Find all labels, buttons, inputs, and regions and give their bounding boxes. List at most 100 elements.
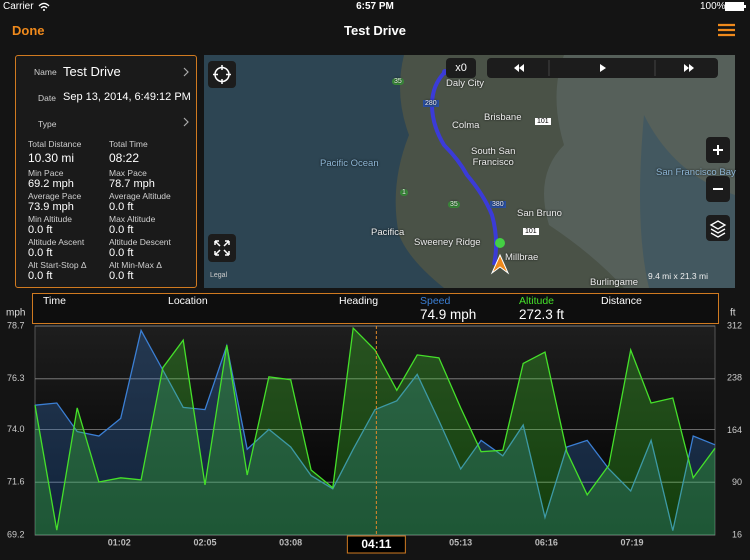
- altitude-label: Altitude: [519, 295, 555, 307]
- battery-level: 100%: [700, 1, 726, 12]
- map-scale: 9.4 mi x 21.3 mi: [648, 271, 708, 281]
- x-tick-label: 06:16: [535, 537, 558, 547]
- location-label: Location: [168, 295, 208, 307]
- distance-label: Distance: [601, 295, 642, 307]
- x-tick-label: 01:02: [108, 537, 131, 547]
- details-panel: [15, 55, 197, 288]
- map-place: Sweeney Ridge: [414, 237, 481, 248]
- map-place: South San Francisco: [471, 146, 516, 168]
- y2-tick-label: 238: [727, 373, 742, 383]
- road-shield: 380: [490, 201, 506, 208]
- readout-bar: [32, 293, 719, 324]
- y2-tick-label: 312: [727, 320, 742, 330]
- stat-label: Max Altitude: [109, 214, 156, 224]
- expand-button[interactable]: [208, 234, 236, 262]
- stat-label: Max Pace: [109, 168, 147, 178]
- date-label: Date: [38, 93, 56, 103]
- time-label: Time: [43, 295, 66, 307]
- layers-button[interactable]: [706, 215, 730, 241]
- date-value: Sep 13, 2014, 6:49:12 PM: [63, 91, 191, 103]
- map-place: Daly City: [446, 78, 485, 89]
- map-place: Brisbane: [484, 112, 522, 123]
- heading-label: Heading: [339, 295, 379, 307]
- type-label: Type: [38, 119, 57, 129]
- road-shield: 35: [448, 201, 460, 208]
- y-tick-label: 76.3: [7, 373, 25, 383]
- road-shield: 280: [423, 100, 439, 107]
- y-tick-label: 74.0: [7, 424, 25, 434]
- y2-tick-label: 90: [732, 477, 742, 487]
- speed-readout: 74.9 mph: [420, 307, 477, 322]
- map-place: Colma: [452, 120, 480, 131]
- x-tick-label: 02:05: [193, 537, 216, 547]
- name-label: Name: [34, 67, 57, 77]
- stat-value: 0.0 ft: [109, 247, 134, 259]
- road-shield: 1: [400, 189, 408, 196]
- stat-value: 0.0 ft: [109, 201, 134, 213]
- zoom-out[interactable]: [706, 176, 730, 202]
- name-value[interactable]: Test Drive: [63, 64, 121, 79]
- done-button[interactable]: Done: [12, 23, 45, 38]
- stat-value: 08:22: [109, 151, 140, 165]
- stat-value: 0.0 ft: [109, 224, 134, 236]
- stat-label: Alt Start-Stop Δ: [28, 260, 87, 270]
- stat-value: 10.30 mi: [28, 151, 75, 165]
- stat-label: Average Altitude: [109, 191, 171, 201]
- locate-button[interactable]: [208, 61, 236, 88]
- x-tick-label: 03:08: [279, 537, 302, 547]
- speed-label: Speed: [420, 295, 451, 307]
- legal-link[interactable]: Legal: [210, 272, 228, 279]
- x-tick-label: 07:19: [621, 537, 644, 547]
- road-shield: 101: [523, 228, 539, 235]
- y-tick-label: 69.2: [7, 529, 25, 539]
- stat-value: 0.0 ft: [28, 247, 53, 259]
- series-line: [34, 326, 716, 531]
- stat-label: Altitude Descent: [109, 237, 171, 247]
- wifi-icon: [38, 2, 50, 11]
- road-shield: 101: [535, 118, 551, 125]
- series-area: [35, 328, 715, 535]
- map-place: Pacifica: [371, 227, 405, 238]
- stat-label: Altitude Ascent: [28, 237, 85, 247]
- stat-label: Total Distance: [28, 139, 82, 149]
- map-place: Millbrae: [505, 252, 539, 263]
- stat-value: 0.0 ft: [28, 270, 53, 282]
- y2-tick-label: 16: [732, 529, 742, 539]
- map-place: Burlingame: [590, 277, 639, 288]
- playback-controls[interactable]: [487, 58, 718, 78]
- road-shield: 35: [392, 78, 404, 85]
- y-tick-label: 78.7: [7, 320, 25, 330]
- stat-value: 73.9 mph: [28, 201, 74, 213]
- stat-label: Min Pace: [28, 168, 64, 178]
- nav-title: Test Drive: [344, 23, 406, 38]
- y-tick-label: 71.6: [7, 477, 25, 487]
- stat-value: 69.2 mph: [28, 178, 74, 190]
- stat-value: 0.0 ft: [109, 270, 134, 282]
- zoom-in[interactable]: [706, 137, 730, 163]
- altitude-readout: 272.3 ft: [519, 307, 565, 322]
- stat-label: Average Pace: [28, 191, 82, 201]
- menu-button[interactable]: [718, 23, 735, 37]
- stat-label: Total Time: [109, 139, 148, 149]
- map-place: Pacific Ocean: [320, 158, 379, 169]
- x-tick-label: 04:11: [361, 537, 391, 551]
- stat-value: 0.0 ft: [28, 224, 53, 236]
- map[interactable]: [204, 55, 735, 288]
- x-tick-label: 05:13: [449, 537, 472, 547]
- map-place: San Francisco Bay: [656, 167, 736, 178]
- y2-tick-label: 164: [727, 425, 742, 435]
- series-line: [34, 328, 716, 531]
- cursor-label-box: [346, 535, 406, 554]
- carrier: Carrier: [3, 1, 34, 12]
- y-axis-label: mph: [6, 308, 25, 319]
- battery-icon: [725, 2, 746, 11]
- stat-label: Alt Min-Max Δ: [109, 260, 162, 270]
- chevrons: [183, 67, 189, 127]
- playback-speed[interactable]: x0: [446, 58, 476, 78]
- stat-value: 78.7 mph: [109, 178, 155, 190]
- clock: 6:57 PM: [356, 1, 394, 12]
- y2-axis-label: ft: [730, 308, 736, 319]
- stat-label: Min Altitude: [28, 214, 72, 224]
